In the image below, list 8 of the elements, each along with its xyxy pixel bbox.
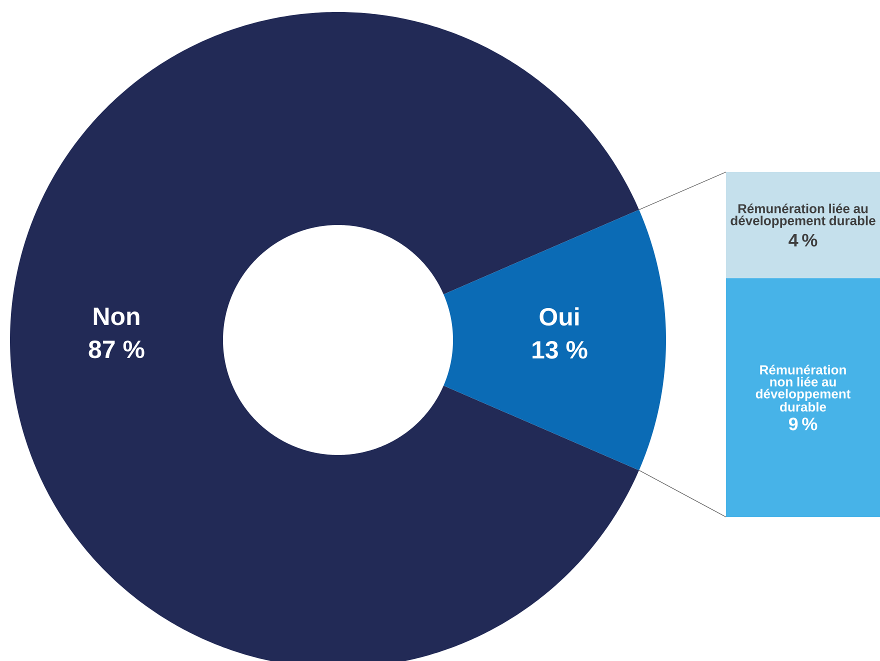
series-label: Rémunération non liée au développement durable [756, 364, 851, 412]
series-label: Rémunération liée au développement durable [730, 204, 876, 228]
slice-label: Non [94, 308, 140, 326]
data-label: 13 % [532, 340, 588, 359]
slice-label: Oui [540, 307, 579, 326]
data-label: 9 % [788, 418, 818, 430]
data-label: 4 % [788, 234, 818, 247]
data-label: 87 % [88, 340, 144, 358]
